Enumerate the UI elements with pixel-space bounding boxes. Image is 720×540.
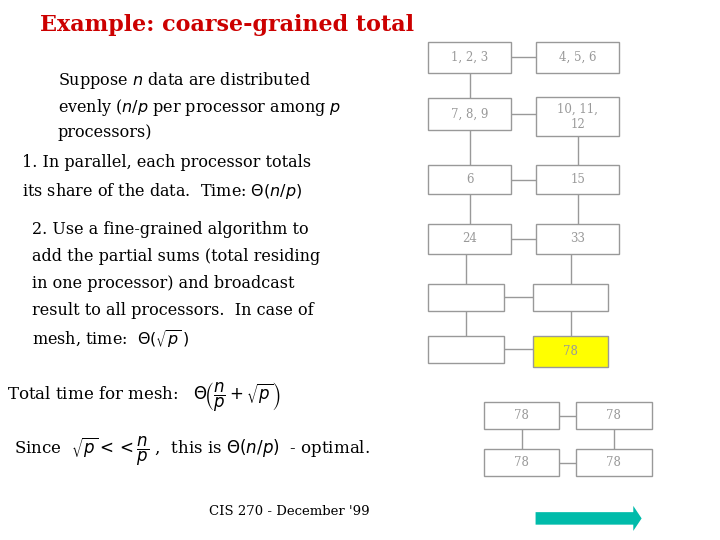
Text: mesh, time:  $\Theta(\sqrt{p}\,)$: mesh, time: $\Theta(\sqrt{p}\,)$: [32, 329, 189, 352]
FancyBboxPatch shape: [576, 402, 652, 429]
Text: 78: 78: [514, 409, 529, 422]
Text: 78: 78: [514, 456, 529, 469]
Text: 15: 15: [570, 173, 585, 186]
Text: CIS 270 - December '99: CIS 270 - December '99: [209, 505, 369, 518]
Text: Example: coarse-grained total: Example: coarse-grained total: [40, 14, 413, 36]
FancyBboxPatch shape: [428, 224, 511, 254]
FancyBboxPatch shape: [428, 42, 511, 73]
Text: 10, 11,
12: 10, 11, 12: [557, 103, 598, 131]
FancyBboxPatch shape: [576, 449, 652, 476]
FancyBboxPatch shape: [428, 98, 511, 130]
Text: Suppose $n$ data are distributed: Suppose $n$ data are distributed: [58, 70, 310, 91]
Text: in one processor) and broadcast: in one processor) and broadcast: [32, 275, 295, 292]
Text: 1. In parallel, each processor totals: 1. In parallel, each processor totals: [22, 154, 311, 171]
Text: its share of the data.  Time: $\Theta(n/p)$: its share of the data. Time: $\Theta(n/p…: [22, 181, 302, 201]
Text: processors): processors): [58, 124, 152, 141]
Text: 33: 33: [570, 232, 585, 246]
Text: 1, 2, 3: 1, 2, 3: [451, 51, 488, 64]
FancyBboxPatch shape: [484, 402, 559, 429]
Text: 2. Use a fine-grained algorithm to: 2. Use a fine-grained algorithm to: [32, 221, 309, 238]
Text: 7, 8, 9: 7, 8, 9: [451, 107, 488, 120]
Text: Since  $\sqrt{p} << \dfrac{n}{p}$ ,  this is $\Theta(n/p)$  - optimal.: Since $\sqrt{p} << \dfrac{n}{p}$ , this …: [14, 435, 370, 468]
FancyBboxPatch shape: [533, 284, 608, 310]
Text: 78: 78: [606, 456, 621, 469]
FancyBboxPatch shape: [536, 97, 619, 136]
Text: 4, 5, 6: 4, 5, 6: [559, 51, 597, 64]
Text: 78: 78: [563, 345, 578, 358]
FancyBboxPatch shape: [536, 165, 619, 194]
Text: add the partial sums (total residing: add the partial sums (total residing: [32, 248, 320, 265]
Text: 24: 24: [462, 232, 477, 246]
FancyBboxPatch shape: [484, 449, 559, 476]
FancyBboxPatch shape: [536, 224, 619, 254]
Text: 78: 78: [606, 409, 621, 422]
Text: Total time for mesh:   $\Theta\!\left(\dfrac{n}{p} + \sqrt{p}\right)$: Total time for mesh: $\Theta\!\left(\dfr…: [7, 381, 281, 414]
Text: evenly ($n/p$ per processor among $p$: evenly ($n/p$ per processor among $p$: [58, 97, 341, 118]
FancyBboxPatch shape: [536, 42, 619, 73]
FancyBboxPatch shape: [428, 284, 504, 310]
FancyBboxPatch shape: [428, 336, 504, 363]
FancyBboxPatch shape: [428, 165, 511, 194]
FancyBboxPatch shape: [533, 336, 608, 367]
Text: 6: 6: [466, 173, 474, 186]
Text: result to all processors.  In case of: result to all processors. In case of: [32, 302, 314, 319]
